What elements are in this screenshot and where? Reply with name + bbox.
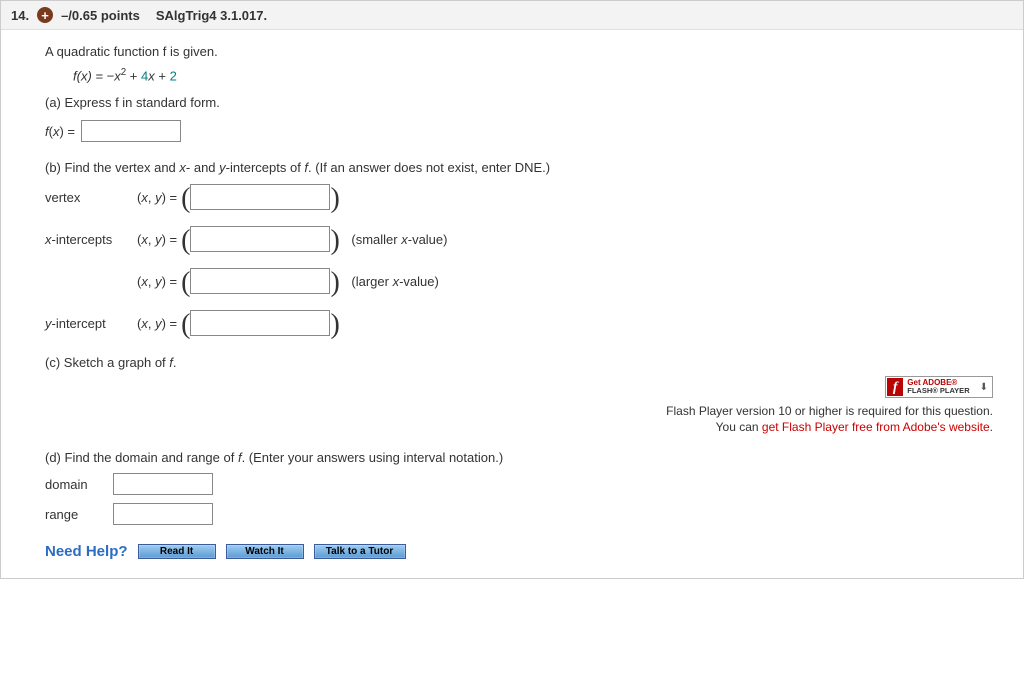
- talk-to-tutor-button[interactable]: Talk to a Tutor: [314, 544, 406, 559]
- flash-msg2a: You can: [716, 420, 762, 434]
- open-paren-icon: (: [181, 185, 190, 213]
- func-x2: x: [148, 68, 155, 83]
- part-c-prompt: (c) Sketch a graph of f.: [45, 355, 995, 370]
- close-paren-icon: ): [330, 185, 339, 213]
- row-label: vertex: [45, 190, 137, 205]
- part-b-row-vertex: vertex (x, y) = ( ): [45, 183, 995, 211]
- flash-badge[interactable]: f Get ADOBE® FLASH® PLAYER ⬇: [885, 376, 993, 398]
- flash-msg2: You can get Flash Player free from Adobe…: [45, 420, 993, 434]
- question-number: 14.: [11, 8, 29, 23]
- row-label: y-intercept: [45, 316, 137, 331]
- xy-prefix: (x, y) =: [137, 274, 177, 289]
- question-container: 14. + –/0.65 points SAlgTrig4 3.1.017. A…: [0, 0, 1024, 579]
- watch-it-button[interactable]: Watch It: [226, 544, 304, 559]
- row-label: x-intercepts: [45, 232, 137, 247]
- part-b: (b) Find the vertex and x- and y-interce…: [45, 160, 995, 337]
- part-a-lhs: f(x) =: [45, 124, 75, 139]
- part-d: (d) Find the domain and range of f. (Ent…: [45, 450, 995, 525]
- flash-icon: f: [887, 378, 903, 396]
- flash-link[interactable]: get Flash Player free from Adobe's websi…: [762, 420, 990, 434]
- xint1-input[interactable]: [190, 226, 330, 252]
- flash-block: f Get ADOBE® FLASH® PLAYER ⬇ Flash Playe…: [45, 376, 993, 434]
- read-it-button[interactable]: Read It: [138, 544, 216, 559]
- domain-label: domain: [45, 477, 103, 492]
- flash-msg2b: .: [990, 420, 993, 434]
- close-paren-icon: ): [330, 311, 339, 339]
- part-d-prompt: (d) Find the domain and range of f. (Ent…: [45, 450, 995, 465]
- part-b-row-xint1: x-intercepts (x, y) = ( ) (smaller x-val…: [45, 225, 995, 253]
- row-note: (smaller x-value): [348, 232, 448, 247]
- func-lhs: f(x) =: [73, 68, 107, 83]
- func-const: 2: [170, 68, 177, 83]
- intro-line: A quadratic function f is given.: [45, 44, 995, 59]
- part-d-row-range: range: [45, 503, 995, 525]
- func-plus2: +: [158, 68, 169, 83]
- part-b-row-yint: y-intercept (x, y) = ( ): [45, 309, 995, 337]
- part-a-prompt: (a) Express f in standard form.: [45, 95, 995, 110]
- flash-bottom: FLASH® PLAYER: [907, 386, 969, 395]
- xy-prefix: (x, y) =: [137, 190, 177, 205]
- row-note: (larger x-value): [348, 274, 439, 289]
- range-label: range: [45, 507, 103, 522]
- need-help-label: Need Help?: [45, 543, 128, 560]
- intro-text: A quadratic function f is given.: [45, 44, 218, 59]
- func-exp: 2: [121, 67, 126, 78]
- yint-input[interactable]: [190, 310, 330, 336]
- download-icon: ⬇: [980, 382, 988, 393]
- close-paren-icon: ): [330, 227, 339, 255]
- flash-msg1: Flash Player version 10 or higher is req…: [45, 404, 993, 418]
- points-text: –/0.65 points: [61, 8, 140, 23]
- expand-icon[interactable]: +: [37, 7, 53, 23]
- question-body: A quadratic function f is given. f(x) = …: [1, 30, 1023, 578]
- xint2-input[interactable]: [190, 268, 330, 294]
- xy-prefix: (x, y) =: [137, 232, 177, 247]
- func-term2: +: [130, 68, 141, 83]
- xy-prefix: (x, y) =: [137, 316, 177, 331]
- func-term1: −x: [107, 68, 121, 83]
- flash-top: Get ADOBE®: [907, 378, 957, 387]
- flash-badge-text: Get ADOBE® FLASH® PLAYER: [907, 379, 969, 397]
- function-definition: f(x) = −x2 + 4x + 2: [73, 67, 995, 83]
- need-help-row: Need Help? Read It Watch It Talk to a Tu…: [45, 543, 995, 560]
- reference-text: SAlgTrig4 3.1.017.: [156, 8, 267, 23]
- close-paren-icon: ): [330, 269, 339, 297]
- part-a: (a) Express f in standard form. f(x) =: [45, 95, 995, 142]
- part-b-table: vertex (x, y) = ( ) x-intercepts (x, y) …: [45, 183, 995, 337]
- question-header: 14. + –/0.65 points SAlgTrig4 3.1.017.: [1, 1, 1023, 30]
- range-input[interactable]: [113, 503, 213, 525]
- open-paren-icon: (: [181, 311, 190, 339]
- part-a-input[interactable]: [81, 120, 181, 142]
- part-c: (c) Sketch a graph of f.: [45, 355, 995, 370]
- domain-input[interactable]: [113, 473, 213, 495]
- part-b-prompt: (b) Find the vertex and x- and y-interce…: [45, 160, 995, 175]
- open-paren-icon: (: [181, 227, 190, 255]
- open-paren-icon: (: [181, 269, 190, 297]
- vertex-input[interactable]: [190, 184, 330, 210]
- part-a-answer-row: f(x) =: [45, 120, 995, 142]
- part-b-row-xint2: (x, y) = ( ) (larger x-value): [45, 267, 995, 295]
- part-d-row-domain: domain: [45, 473, 995, 495]
